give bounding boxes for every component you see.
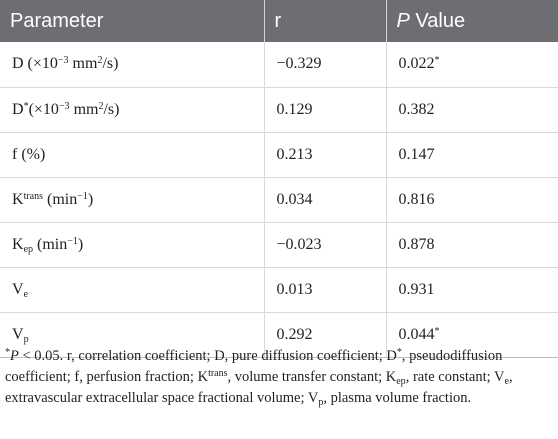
header-parameter: Parameter bbox=[0, 0, 265, 42]
cell-parameter: Kep (min−1) bbox=[0, 222, 265, 268]
results-table-container: Parameter r P Value D (×10−3 mm2/s) −0.3… bbox=[0, 0, 558, 358]
table-header-row: Parameter r P Value bbox=[0, 0, 558, 42]
table-row: Ktrans (min−1) 0.034 0.816 bbox=[0, 177, 558, 223]
cell-r: 0.129 bbox=[264, 87, 387, 133]
cell-parameter: Ve bbox=[0, 267, 265, 313]
cell-r: 0.292 bbox=[264, 312, 387, 358]
cell-parameter: f (%) bbox=[0, 132, 265, 178]
table-row: Vp 0.292 0.044* bbox=[0, 312, 558, 358]
cell-parameter: Ktrans (min−1) bbox=[0, 177, 265, 223]
cell-parameter: Vp bbox=[0, 312, 265, 358]
table-row: Kep (min−1) −0.023 0.878 bbox=[0, 222, 558, 268]
table-row: D (×10−3 mm2/s) −0.329 0.022* bbox=[0, 42, 558, 88]
cell-r: −0.023 bbox=[264, 222, 387, 268]
header-r: r bbox=[264, 0, 387, 42]
cell-r: −0.329 bbox=[264, 42, 387, 88]
cell-p: 0.931 bbox=[386, 267, 558, 313]
table-row: f (%) 0.213 0.147 bbox=[0, 132, 558, 178]
cell-r: 0.213 bbox=[264, 132, 387, 178]
cell-r: 0.013 bbox=[264, 267, 387, 313]
cell-p: 0.147 bbox=[386, 132, 558, 178]
cell-r: 0.034 bbox=[264, 177, 387, 223]
table-footnote: *P < 0.05. r, correlation coefficient; D… bbox=[5, 347, 513, 408]
cell-p: 0.382 bbox=[386, 87, 558, 133]
cell-p: 0.044* bbox=[386, 312, 558, 358]
cell-p: 0.022* bbox=[386, 42, 558, 88]
header-p-value: P Value bbox=[386, 0, 558, 42]
cell-p: 0.816 bbox=[386, 177, 558, 223]
table-row: D*(×10−3 mm2/s) 0.129 0.382 bbox=[0, 87, 558, 133]
cell-p: 0.878 bbox=[386, 222, 558, 268]
table-row: Ve 0.013 0.931 bbox=[0, 267, 558, 313]
cell-parameter: D (×10−3 mm2/s) bbox=[0, 42, 265, 88]
correlation-table: Parameter r P Value D (×10−3 mm2/s) −0.3… bbox=[0, 0, 558, 358]
cell-parameter: D*(×10−3 mm2/s) bbox=[0, 87, 265, 133]
